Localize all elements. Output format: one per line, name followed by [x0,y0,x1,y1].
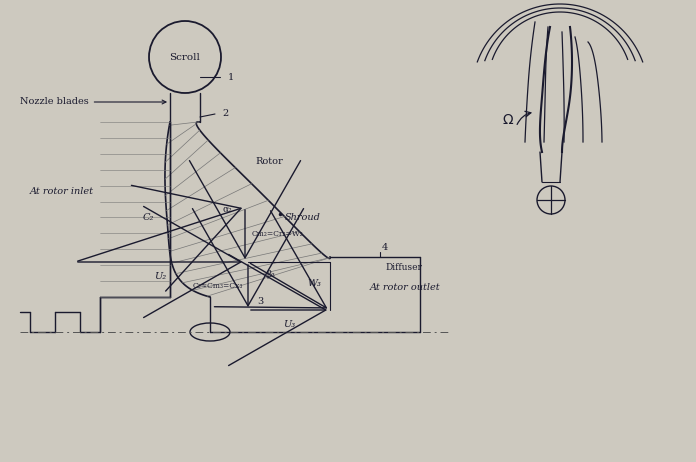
Text: Rotor: Rotor [255,158,283,166]
Text: Diffuser: Diffuser [385,262,422,272]
Text: $\Omega$: $\Omega$ [502,113,514,127]
Text: U₂: U₂ [154,272,166,281]
Text: W₃: W₃ [307,280,321,288]
Text: 4: 4 [382,243,388,251]
Text: 1: 1 [228,73,235,81]
Text: C₃≈Cm₃=Cx₃: C₃≈Cm₃=Cx₃ [193,282,243,290]
Text: At rotor inlet: At rotor inlet [30,188,94,196]
Text: Scroll: Scroll [170,53,200,61]
Text: At rotor outlet: At rotor outlet [370,282,441,292]
Text: Nozzle blades: Nozzle blades [20,97,166,107]
Text: 3: 3 [257,298,263,306]
Text: Cm₂=Cr₂=W₂: Cm₂=Cr₂=W₂ [252,230,303,238]
Ellipse shape [190,323,230,341]
Text: Shroud: Shroud [285,213,321,221]
Text: C₂: C₂ [142,213,154,222]
Text: β₃: β₃ [266,270,275,279]
Text: α₂: α₂ [222,205,232,214]
Text: 2: 2 [222,109,228,117]
Text: U₃: U₃ [283,320,295,329]
